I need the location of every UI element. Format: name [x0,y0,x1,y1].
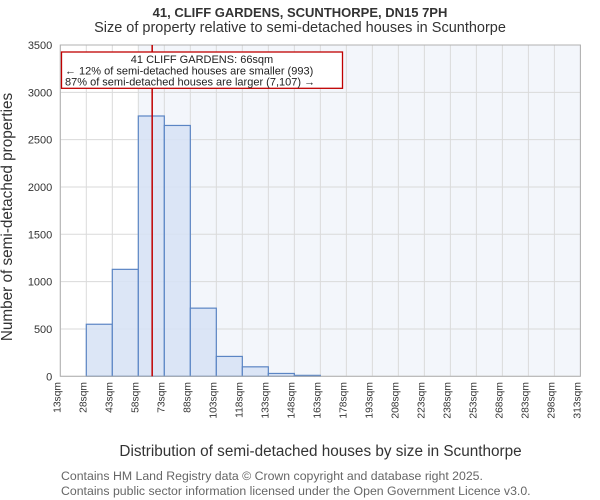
svg-text:223sqm: 223sqm [416,382,427,419]
svg-text:500: 500 [34,324,52,336]
svg-text:238sqm: 238sqm [442,382,453,419]
svg-text:298sqm: 298sqm [546,382,557,419]
svg-text:253sqm: 253sqm [468,382,479,419]
svg-text:268sqm: 268sqm [494,382,505,419]
svg-text:148sqm: 148sqm [286,382,297,419]
svg-text:193sqm: 193sqm [364,382,375,419]
svg-text:73sqm: 73sqm [156,382,167,413]
svg-text:163sqm: 163sqm [312,382,323,419]
svg-text:1500: 1500 [28,229,52,241]
svg-text:← 12% of semi-detached houses: ← 12% of semi-detached houses are smalle… [65,65,313,77]
svg-text:313sqm: 313sqm [572,382,583,419]
svg-text:43sqm: 43sqm [104,382,115,413]
svg-text:88sqm: 88sqm [182,382,193,413]
svg-text:3000: 3000 [28,87,52,99]
svg-text:208sqm: 208sqm [390,382,401,419]
svg-text:Number of semi-detached proper: Number of semi-detached properties [0,93,16,342]
svg-text:103sqm: 103sqm [208,382,219,419]
svg-text:41 CLIFF GARDENS: 66sqm: 41 CLIFF GARDENS: 66sqm [131,54,273,66]
svg-text:3500: 3500 [28,40,52,52]
svg-text:118sqm: 118sqm [234,382,245,418]
svg-text:87% of semi-detached houses ar: 87% of semi-detached houses are larger (… [65,77,315,89]
svg-text:13sqm: 13sqm [52,382,63,413]
svg-text:283sqm: 283sqm [520,382,531,419]
svg-text:58sqm: 58sqm [130,382,141,413]
svg-text:178sqm: 178sqm [338,382,349,419]
svg-text:0: 0 [46,371,52,383]
svg-text:28sqm: 28sqm [78,382,89,413]
svg-text:2000: 2000 [28,182,52,194]
svg-text:2500: 2500 [28,135,52,147]
svg-text:1000: 1000 [28,277,52,289]
svg-text:133sqm: 133sqm [260,382,271,419]
